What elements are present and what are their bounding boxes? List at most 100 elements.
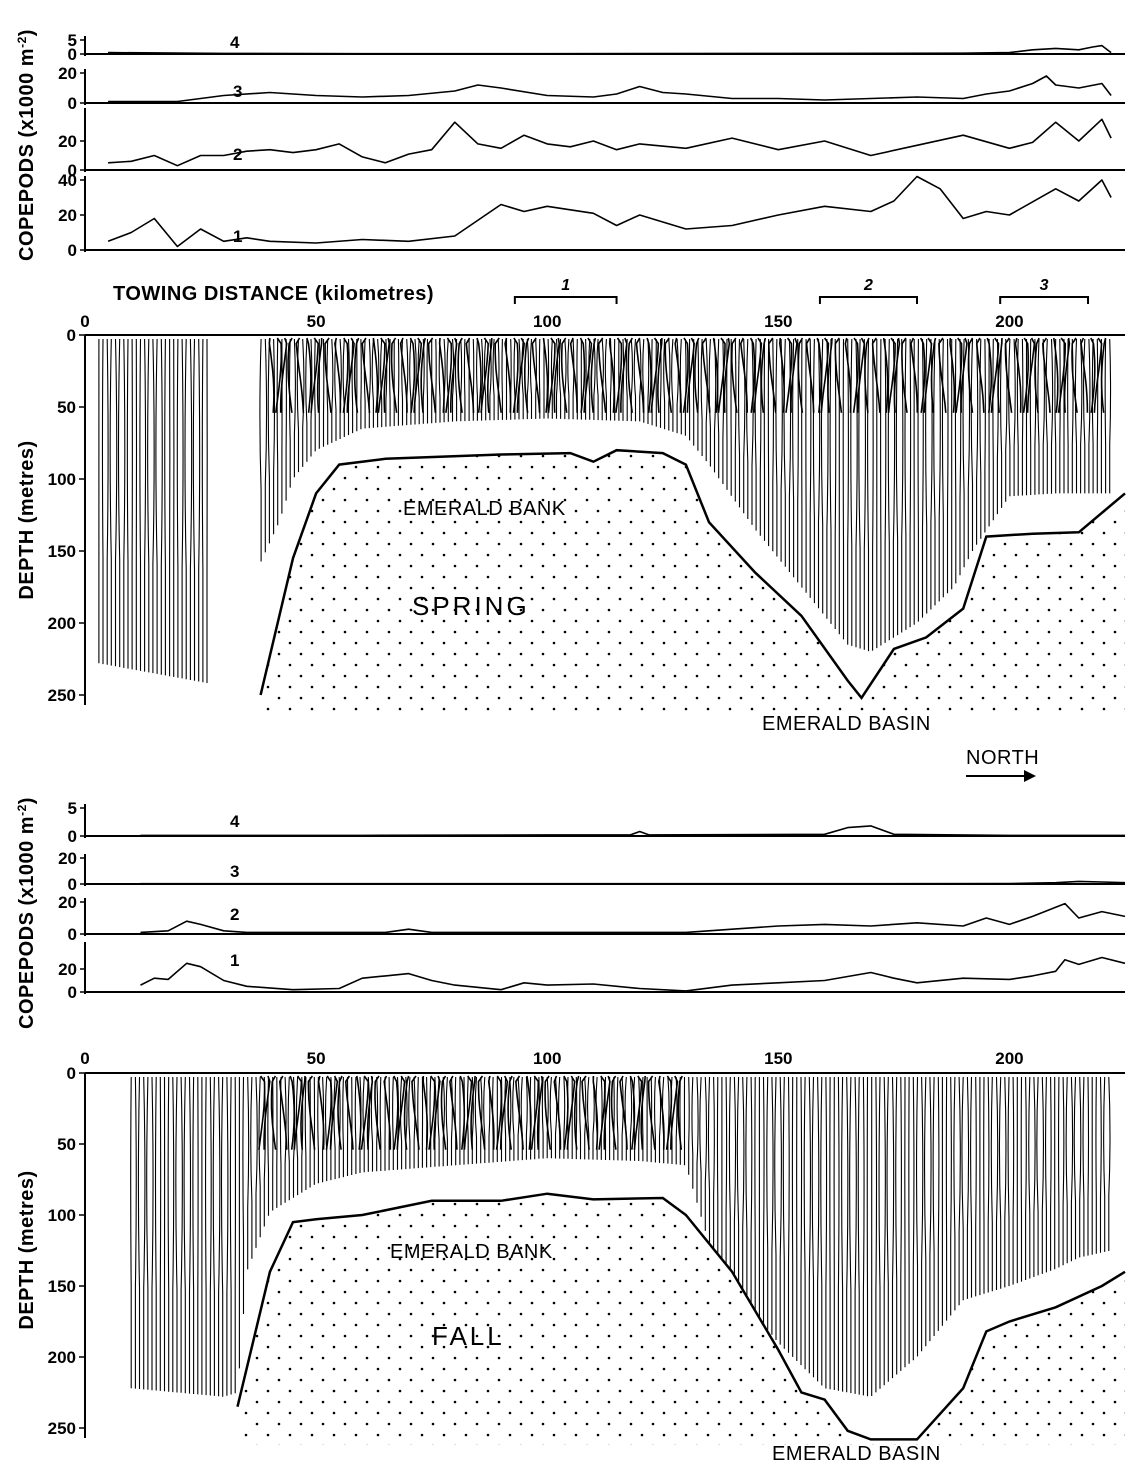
fall-dense-stroke — [495, 1075, 503, 1150]
fall-series-4: 5 0 4 — [68, 799, 1125, 846]
fall-tow-line — [900, 1076, 902, 1371]
fall-tow-line — [800, 1076, 803, 1366]
fall-dense-stroke — [289, 1075, 296, 1150]
spring-dense-stroke — [864, 337, 870, 413]
spring-dense-stroke — [615, 337, 623, 413]
spring-tow-line — [401, 338, 404, 426]
spring-dense-stroke — [790, 337, 798, 413]
spring-tow-line — [385, 338, 388, 427]
fall-tow-line — [209, 1076, 212, 1396]
spring-tow-line — [1045, 338, 1048, 494]
fall-dense-stroke — [640, 1075, 646, 1150]
spring-dense-stroke — [608, 337, 615, 413]
fall-tow-line — [975, 1076, 977, 1297]
fall-tow-line — [1041, 1076, 1044, 1274]
fall-depth-tick: 0 — [67, 1064, 76, 1083]
spring-dense-stroke — [512, 337, 519, 413]
fall-dense-stroke — [536, 1075, 544, 1150]
fall-tow-line — [130, 1076, 132, 1389]
fall-tow-line — [333, 1076, 336, 1180]
spring-dense-stroke — [1022, 337, 1030, 413]
spring-dense-stroke — [997, 337, 1003, 413]
fall-dense-stroke — [449, 1075, 458, 1150]
spring-dense-stroke — [650, 337, 660, 413]
spring-tow-line — [751, 338, 754, 525]
fall-tow-line — [466, 1076, 469, 1165]
spring-series-1: 40 20 0 1 — [58, 171, 1125, 260]
spring-tow-line — [734, 338, 737, 502]
fall-dense-stroke — [329, 1075, 339, 1150]
spring-tow-line — [604, 338, 607, 421]
spring-tow-line — [887, 338, 890, 641]
fall-tow-line — [212, 1076, 215, 1396]
spring-tow-line — [371, 338, 374, 428]
fall-tow-line — [379, 1076, 382, 1171]
fall-tow-line — [413, 1076, 416, 1169]
fall-series-line — [140, 902, 1126, 934]
fall-tow-line — [549, 1076, 552, 1159]
fall-tow-line — [849, 1076, 852, 1394]
spring-dense-stroke — [805, 337, 815, 413]
spring-tow-line — [1050, 338, 1054, 494]
spring-dense-stroke — [785, 337, 793, 413]
spring-x-tick-labels: 0 50 100 150 200 — [80, 312, 1023, 331]
spring-tow-line — [276, 338, 279, 526]
spring-tow-line — [288, 338, 291, 488]
fall-tow-line — [437, 1076, 440, 1167]
spring-tick-label: 40 — [58, 171, 77, 190]
spring-tow-line — [201, 338, 204, 683]
spring-seabed-line — [259, 448, 1126, 701]
spring-dense-stroke — [701, 337, 711, 413]
fall-dense-stroke — [360, 1075, 370, 1150]
fall-tow-line — [961, 1076, 964, 1301]
fall-tow-line — [183, 1076, 186, 1394]
spring-tow-line — [938, 338, 941, 602]
fall-tow-line — [854, 1076, 857, 1394]
spring-tow-line — [959, 338, 962, 576]
fall-tow-line — [324, 1076, 328, 1182]
fall-tow-line — [875, 1076, 878, 1393]
spring-tow-line — [1083, 338, 1086, 494]
spring-dense-stroke — [1041, 337, 1051, 413]
spring-tow-line — [722, 338, 725, 484]
spring-dense-stroke — [1063, 337, 1071, 413]
fall-tow-line — [895, 1076, 898, 1375]
spring-tow-line — [979, 338, 982, 539]
spring-tow-line — [513, 338, 516, 420]
fall-dense-stroke — [526, 1075, 532, 1150]
spring-tow-line — [152, 338, 155, 674]
spring-dense-stroke — [480, 337, 490, 413]
fall-tow-line — [417, 1076, 419, 1169]
fall-dense-stroke — [366, 1075, 374, 1150]
spring-tow-line — [820, 338, 824, 614]
spring-tow-line — [117, 338, 121, 668]
spring-dense-stroke — [827, 337, 833, 413]
fall-tow-line — [762, 1076, 765, 1325]
fall-tow-line — [966, 1076, 970, 1299]
fall-tow-line — [483, 1076, 486, 1163]
spring-dense-stroke — [399, 337, 408, 413]
spring-dense-stroke — [494, 337, 502, 413]
fall-dense-stroke — [263, 1075, 271, 1150]
fall-tow-line — [1087, 1076, 1090, 1256]
fall-dense-stroke — [665, 1075, 673, 1150]
spring-dense-stroke — [844, 337, 852, 413]
spring-tow-line — [639, 338, 642, 422]
fall-tow-line — [188, 1076, 192, 1394]
fall-tow-line — [445, 1076, 448, 1166]
fall-tow-line — [916, 1076, 919, 1357]
spring-tow-line — [676, 338, 679, 434]
fall-dense-stroke — [499, 1075, 509, 1150]
spring-segment-label: 1 — [561, 277, 570, 294]
spring-x-tick: 150 — [764, 312, 792, 331]
fall-x-tick: 200 — [995, 1049, 1023, 1068]
fall-tow-line — [616, 1076, 619, 1161]
fall-tow-line — [1108, 1076, 1111, 1251]
fall-dense-stroke — [563, 1075, 569, 1150]
north-arrow-head — [1024, 770, 1036, 782]
fall-dense-stroke — [629, 1075, 636, 1150]
fall-tow-line — [808, 1076, 811, 1374]
fall-basin-label: EMERALD BASIN — [772, 1443, 941, 1465]
fall-dense-stroke — [258, 1075, 266, 1150]
